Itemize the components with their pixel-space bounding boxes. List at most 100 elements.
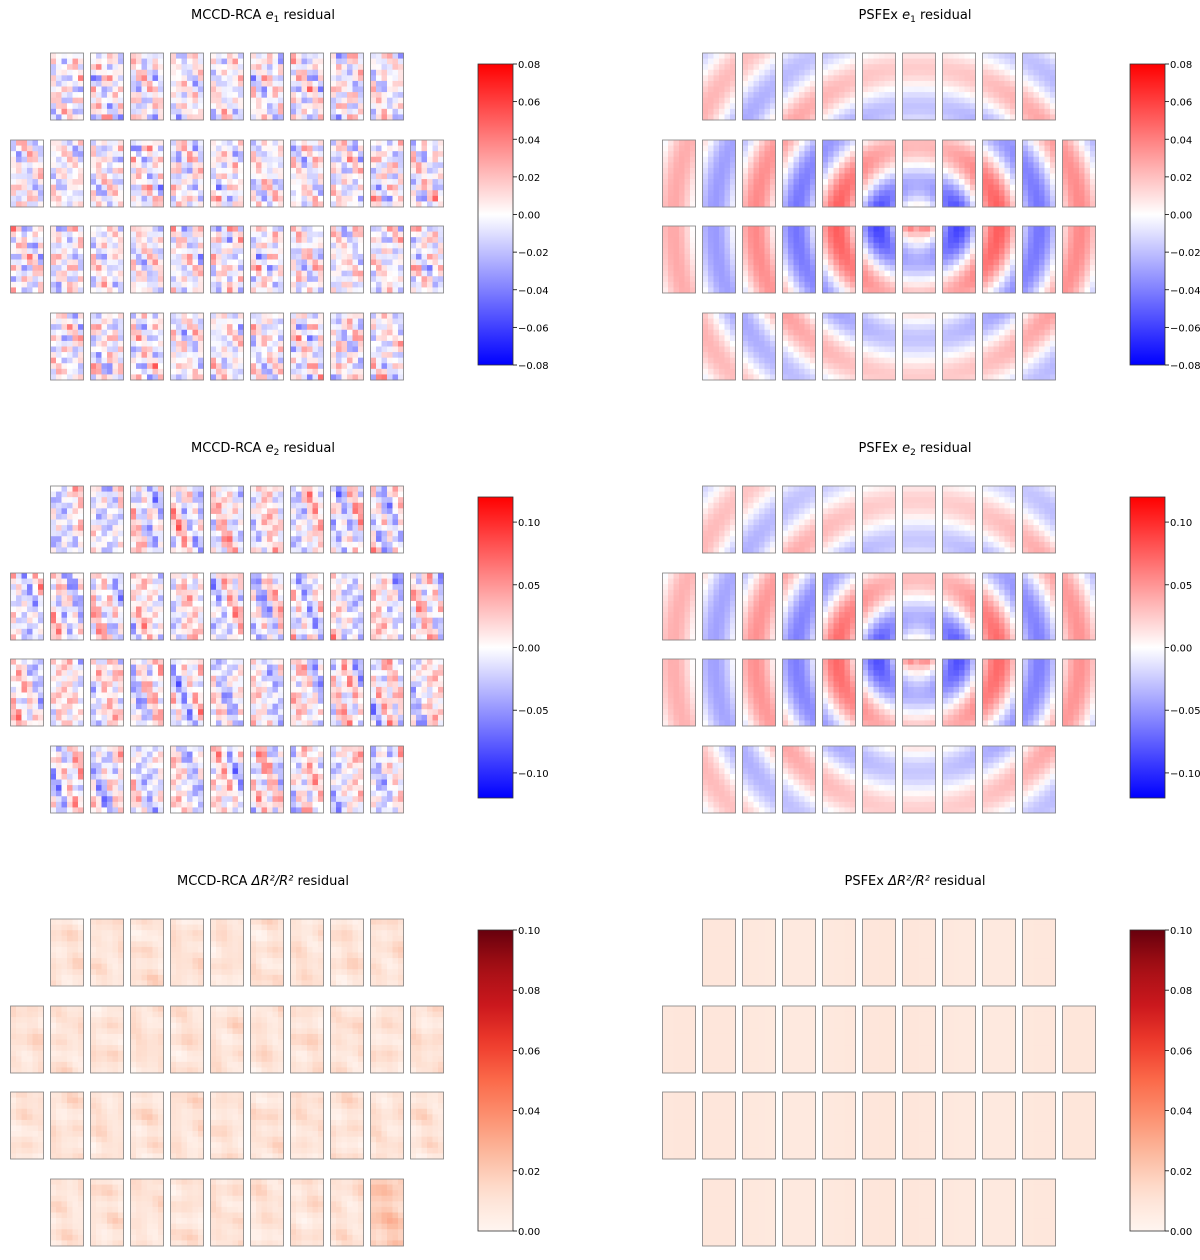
ccd-tile: [782, 572, 816, 641]
colorbar-tick-label: 0.10: [518, 518, 540, 529]
ccd-tile: [702, 52, 736, 121]
ccd-tile: [862, 312, 896, 381]
ccd-tile: [370, 312, 404, 381]
ccd-tile: [130, 1091, 164, 1160]
ccd-tile: [1022, 1178, 1056, 1247]
ccd-tile: [330, 312, 364, 381]
ccd-tile: [290, 139, 324, 208]
ccd-tile: [982, 225, 1016, 294]
ccd-tile: [10, 1005, 44, 1074]
colorbar-tick-label: 0.06: [1170, 98, 1192, 109]
colorbar-tick-label: 0.02: [518, 173, 540, 184]
colorbar-tick-label: −0.02: [1170, 248, 1200, 259]
ccd-tile: [90, 745, 124, 814]
colorbar-tick-label: 0.06: [1170, 1046, 1192, 1057]
panel-title: PSFEx e2 residual: [859, 441, 972, 458]
panel-title: MCCD-RCA ΔR²/R² residual: [177, 874, 349, 889]
colorbar-tick-label: 0.10: [1170, 926, 1192, 937]
ccd-tile: [1022, 1091, 1056, 1160]
ccd-tile: [742, 225, 776, 294]
ccd-tile: [662, 139, 696, 208]
ccd-tile: [90, 1178, 124, 1247]
ccd-tile: [130, 139, 164, 208]
ccd-tile: [822, 1005, 856, 1074]
ccd-tile: [90, 572, 124, 641]
panel-title: MCCD-RCA e1 residual: [191, 8, 335, 25]
ccd-tile: [90, 1005, 124, 1074]
ccd-tile: [942, 572, 976, 641]
ccd-tile: [130, 658, 164, 727]
ccd-tile: [702, 918, 736, 987]
ccd-tile: [1062, 1005, 1096, 1074]
ccd-mosaic: [10, 918, 444, 1247]
ccd-tile: [370, 1178, 404, 1247]
ccd-tile: [90, 658, 124, 727]
ccd-tile: [662, 572, 696, 641]
ccd-tile: [250, 1005, 284, 1074]
ccd-tile: [1022, 485, 1056, 554]
ccd-tile: [250, 139, 284, 208]
ccd-tile: [370, 1091, 404, 1160]
ccd-tile: [982, 52, 1016, 121]
ccd-tile: [250, 1178, 284, 1247]
ccd-tile: [742, 52, 776, 121]
colorbar-tick-label: 0.04: [518, 135, 540, 146]
panel-title: PSFEx e1 residual: [859, 8, 972, 25]
ccd-tile: [370, 485, 404, 554]
ccd-tile: [982, 485, 1016, 554]
colorbar: 0.08 0.06 0.04 0.02 0.00 −0.02 −0.04 −0.06 −0.08: [477, 60, 549, 372]
ccd-tile: [902, 52, 936, 121]
ccd-mosaic: [10, 52, 444, 381]
ccd-tile: [902, 312, 936, 381]
ccd-tile: [330, 572, 364, 641]
ccd-tile: [782, 745, 816, 814]
ccd-tile: [210, 312, 244, 381]
colorbar-tick-label: 0.00: [518, 1227, 540, 1238]
ccd-tile: [170, 572, 204, 641]
colorbar-tick-label: −0.08: [1170, 361, 1200, 372]
ccd-tile: [1022, 918, 1056, 987]
ccd-tile: [330, 658, 364, 727]
ccd-tile: [370, 225, 404, 294]
ccd-tile: [822, 485, 856, 554]
colorbar-tick-label: 0.00: [518, 211, 540, 222]
panel-psfex-e1: PSFEx e1 residual 0.08 0.06 0.04 0.02 0.00 −0.…: [662, 8, 1200, 381]
ccd-tile: [702, 312, 736, 381]
colorbar-tick-label: 0.00: [518, 644, 540, 655]
ccd-tile: [250, 572, 284, 641]
ccd-tile: [742, 658, 776, 727]
ccd-tile: [170, 225, 204, 294]
ccd-tile: [90, 1091, 124, 1160]
ccd-tile: [130, 1178, 164, 1247]
ccd-tile: [130, 1005, 164, 1074]
ccd-tile: [1062, 139, 1096, 208]
ccd-tile: [862, 918, 896, 987]
ccd-tile: [50, 1005, 84, 1074]
ccd-tile: [1062, 572, 1096, 641]
ccd-tile: [982, 745, 1016, 814]
ccd-tile: [702, 225, 736, 294]
ccd-tile: [862, 1091, 896, 1160]
ccd-tile: [170, 139, 204, 208]
ccd-tile: [702, 745, 736, 814]
ccd-tile: [330, 52, 364, 121]
ccd-tile: [742, 485, 776, 554]
panel-psfex-e2: PSFEx e2 residual 0.10 0.05 0.00 −0.05 −0.10: [662, 441, 1200, 814]
ccd-tile: [902, 225, 936, 294]
ccd-tile: [702, 485, 736, 554]
colorbar-tick-label: −0.06: [518, 323, 549, 334]
colorbar: 0.10 0.08 0.06 0.04 0.02 0.00: [1129, 926, 1192, 1238]
ccd-tile: [250, 225, 284, 294]
ccd-tile: [902, 1005, 936, 1074]
ccd-tile: [982, 1178, 1016, 1247]
ccd-tile: [10, 225, 44, 294]
ccd-tile: [50, 312, 84, 381]
panel-title: PSFEx ΔR²/R² residual: [844, 874, 985, 889]
ccd-tile: [50, 139, 84, 208]
ccd-tile: [742, 572, 776, 641]
panel-title: MCCD-RCA e2 residual: [191, 441, 335, 458]
ccd-tile: [862, 225, 896, 294]
ccd-tile: [862, 658, 896, 727]
ccd-tile: [942, 1091, 976, 1160]
